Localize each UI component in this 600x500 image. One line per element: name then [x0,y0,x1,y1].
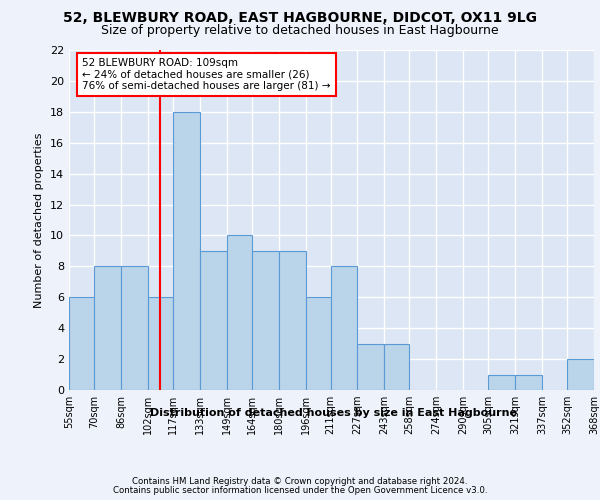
Bar [515,374,542,390]
Text: Distribution of detached houses by size in East Hagbourne: Distribution of detached houses by size … [149,408,517,418]
Bar [94,266,121,390]
Bar [305,298,331,390]
Bar [252,251,278,390]
Bar [278,251,305,390]
Text: Contains public sector information licensed under the Open Government Licence v3: Contains public sector information licen… [113,486,487,495]
Text: 52, BLEWBURY ROAD, EAST HAGBOURNE, DIDCOT, OX11 9LG: 52, BLEWBURY ROAD, EAST HAGBOURNE, DIDCO… [63,11,537,25]
Bar [567,359,594,390]
Bar [227,236,252,390]
Bar [148,298,173,390]
Bar [385,344,409,390]
Bar [488,374,515,390]
Bar [200,251,227,390]
Y-axis label: Number of detached properties: Number of detached properties [34,132,44,308]
Bar [69,298,94,390]
Text: Size of property relative to detached houses in East Hagbourne: Size of property relative to detached ho… [101,24,499,37]
Bar [331,266,358,390]
Bar [173,112,200,390]
Bar [358,344,385,390]
Text: Contains HM Land Registry data © Crown copyright and database right 2024.: Contains HM Land Registry data © Crown c… [132,477,468,486]
Text: 52 BLEWBURY ROAD: 109sqm
← 24% of detached houses are smaller (26)
76% of semi-d: 52 BLEWBURY ROAD: 109sqm ← 24% of detach… [82,58,331,91]
Bar [121,266,148,390]
